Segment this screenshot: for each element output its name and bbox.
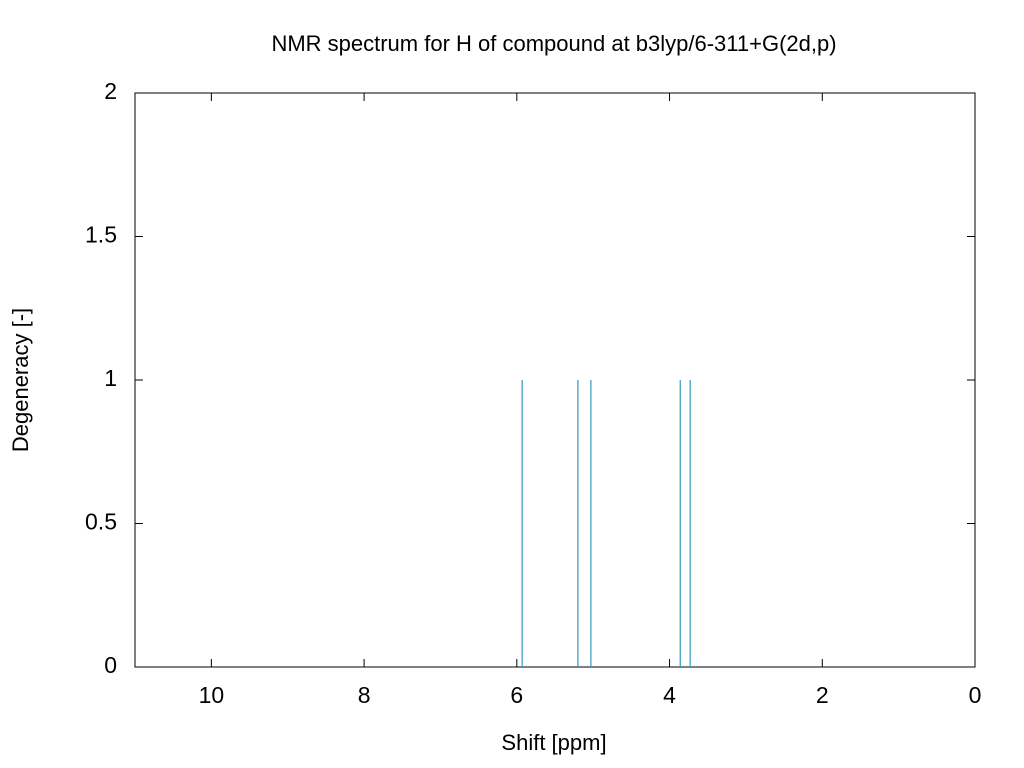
y-tick-label: 0.5 <box>85 509 117 535</box>
x-tick-label: 2 <box>816 682 829 708</box>
x-tick-label: 4 <box>663 682 676 708</box>
y-tick-label: 2 <box>104 78 117 104</box>
y-tick-label: 1.5 <box>85 222 117 248</box>
x-tick-label: 8 <box>358 682 371 708</box>
x-axis-label: Shift [ppm] <box>501 730 606 755</box>
x-tick-label: 0 <box>969 682 982 708</box>
y-tick-label: 0 <box>104 652 117 678</box>
y-tick-label: 1 <box>104 365 117 391</box>
y-axis-label: Degeneracy [-] <box>8 308 33 452</box>
x-tick-label: 10 <box>199 682 225 708</box>
x-tick-label: 6 <box>510 682 523 708</box>
chart-title: NMR spectrum for H of compound at b3lyp/… <box>271 31 836 56</box>
